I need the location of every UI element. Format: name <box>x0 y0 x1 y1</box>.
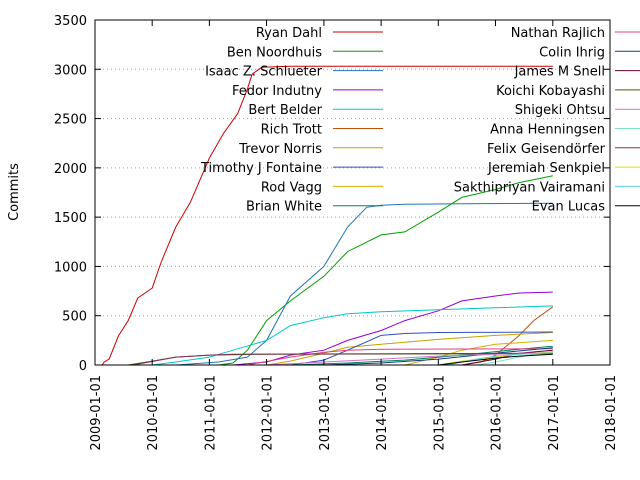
y-axis-label: Commits <box>7 163 22 221</box>
axis-ticks: 0 500 1000 1500 2000 2500 3000 3500 2009-01-01 20… <box>54 14 619 451</box>
legend-label: Isaac Z. Schlueter <box>205 65 323 80</box>
legend-label: Colin Ihrig <box>539 45 605 60</box>
y-tick-label: 3000 <box>54 63 87 78</box>
series-line <box>175 202 553 366</box>
legend-label: Koichi Kobayashi <box>496 84 605 99</box>
y-tick-label: 0 <box>79 359 87 374</box>
legend-label: Jeremiah Senkpiel <box>487 161 605 176</box>
series-line <box>438 353 553 366</box>
y-tick-label: 500 <box>62 310 87 325</box>
x-tick-label: 2011-01-01 <box>203 375 218 451</box>
y-tick-label: 3500 <box>54 14 87 29</box>
legend-label: Sakthipriyan Vairamani <box>454 180 605 195</box>
legend-label: Rich Trott <box>261 123 322 138</box>
series-line <box>266 351 553 366</box>
y-tick-label: 1500 <box>54 211 87 226</box>
y-tick-label: 1000 <box>54 260 87 275</box>
legend-label: Trevor Norris <box>238 142 322 157</box>
legend-label: Anna Henningsen <box>490 123 605 138</box>
legend-label: Shigeki Ohtsu <box>515 103 605 118</box>
legend: Ryan Dahl Ben Noordhuis Isaac Z. Schlueter… <box>200 26 640 215</box>
legend-label: Nathan Rajlich <box>511 26 605 41</box>
legend-label: Ryan Dahl <box>256 26 322 41</box>
x-tick-label: 2016-01-01 <box>489 375 504 451</box>
series-line <box>152 305 553 366</box>
series-line <box>247 348 553 366</box>
series-line <box>133 352 553 366</box>
x-tick-label: 2015-01-01 <box>432 375 447 451</box>
series-lines <box>101 65 554 366</box>
y-tick-label: 2500 <box>54 113 87 128</box>
x-tick-label: 2010-01-01 <box>146 375 161 451</box>
legend-label: Ben Noordhuis <box>227 45 322 60</box>
series-line <box>101 65 553 366</box>
legend-label: Brian White <box>246 200 322 215</box>
plot-frame <box>94 19 611 366</box>
legend-label: Bert Belder <box>248 103 322 118</box>
series-line <box>232 291 553 366</box>
series-line <box>266 332 553 366</box>
y-tick-label: 2000 <box>54 162 87 177</box>
series-line <box>476 350 553 366</box>
x-tick-label: 2009-01-01 <box>89 375 104 451</box>
legend-label: Fedor Indutny <box>232 84 322 99</box>
x-tick-label: 2018-01-01 <box>604 375 619 451</box>
x-tick-label: 2014-01-01 <box>375 375 390 451</box>
legend-label: Timothy J Fontaine <box>200 161 322 176</box>
legend-label: Rod Vagg <box>261 180 322 195</box>
legend-label: Felix Geisendörfer <box>487 142 606 157</box>
x-tick-label: 2017-01-01 <box>547 375 562 451</box>
x-tick-label: 2013-01-01 <box>318 375 333 451</box>
x-tick-label: 2012-01-01 <box>261 375 276 451</box>
legend-label: James M Snell <box>514 65 605 80</box>
legend-label: Evan Lucas <box>532 200 606 215</box>
